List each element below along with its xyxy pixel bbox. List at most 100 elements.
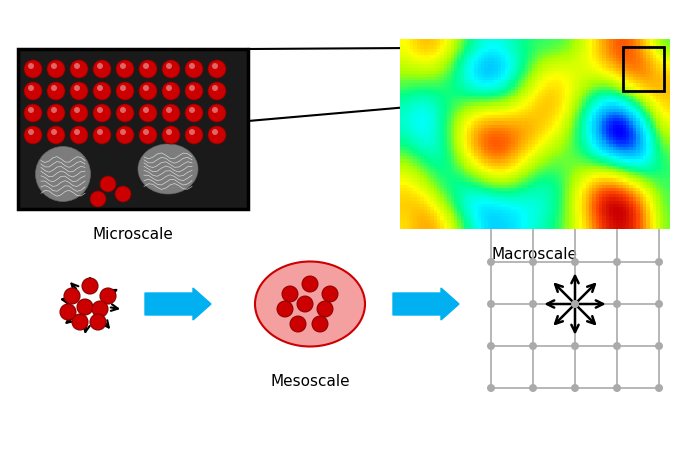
Circle shape — [208, 82, 226, 100]
Circle shape — [317, 301, 333, 317]
Ellipse shape — [35, 146, 90, 202]
Circle shape — [166, 85, 172, 91]
Circle shape — [116, 104, 134, 122]
Circle shape — [487, 216, 495, 224]
Circle shape — [47, 126, 65, 144]
Circle shape — [70, 60, 88, 78]
Ellipse shape — [255, 261, 365, 347]
Circle shape — [487, 384, 495, 392]
Circle shape — [47, 82, 65, 100]
Circle shape — [100, 288, 116, 304]
Bar — [18, 49, 248, 209]
Circle shape — [208, 104, 226, 122]
Circle shape — [571, 258, 579, 266]
Circle shape — [47, 60, 65, 78]
Circle shape — [655, 342, 663, 350]
Circle shape — [116, 126, 134, 144]
Circle shape — [487, 300, 495, 308]
Circle shape — [47, 104, 65, 122]
Circle shape — [208, 60, 226, 78]
Bar — [18, 49, 248, 209]
Circle shape — [185, 82, 203, 100]
Circle shape — [139, 104, 157, 122]
Circle shape — [571, 342, 579, 350]
Circle shape — [70, 82, 88, 100]
Circle shape — [90, 314, 106, 330]
Circle shape — [613, 300, 621, 308]
Circle shape — [529, 342, 537, 350]
Circle shape — [97, 107, 103, 113]
Circle shape — [116, 60, 134, 78]
Circle shape — [51, 63, 57, 69]
Circle shape — [120, 107, 126, 113]
Circle shape — [571, 216, 579, 224]
Circle shape — [189, 63, 195, 69]
Circle shape — [120, 63, 126, 69]
Circle shape — [74, 107, 80, 113]
Circle shape — [613, 384, 621, 392]
Bar — [623, 47, 663, 91]
FancyArrow shape — [145, 288, 211, 320]
Circle shape — [162, 82, 180, 100]
Circle shape — [51, 129, 57, 135]
Circle shape — [143, 129, 149, 135]
Circle shape — [162, 60, 180, 78]
Circle shape — [487, 342, 495, 350]
Text: Macroscale: Macroscale — [492, 247, 578, 262]
Circle shape — [28, 107, 34, 113]
Circle shape — [212, 129, 218, 135]
Circle shape — [143, 85, 149, 91]
Circle shape — [571, 300, 579, 308]
Circle shape — [51, 107, 57, 113]
Circle shape — [100, 176, 116, 192]
Circle shape — [487, 258, 495, 266]
FancyArrow shape — [393, 288, 459, 320]
Circle shape — [297, 296, 313, 312]
Circle shape — [189, 85, 195, 91]
Circle shape — [28, 63, 34, 69]
Circle shape — [189, 107, 195, 113]
Circle shape — [74, 85, 80, 91]
Circle shape — [77, 299, 93, 315]
Circle shape — [529, 300, 537, 308]
Circle shape — [93, 104, 111, 122]
Circle shape — [120, 85, 126, 91]
Circle shape — [70, 104, 88, 122]
Circle shape — [139, 82, 157, 100]
Circle shape — [72, 314, 88, 330]
Circle shape — [613, 258, 621, 266]
Text: Mesoscale: Mesoscale — [270, 374, 350, 389]
Circle shape — [162, 126, 180, 144]
Circle shape — [290, 316, 306, 332]
Circle shape — [189, 129, 195, 135]
Circle shape — [70, 126, 88, 144]
Circle shape — [64, 288, 80, 304]
Circle shape — [529, 216, 537, 224]
Circle shape — [613, 342, 621, 350]
Circle shape — [93, 82, 111, 100]
Circle shape — [115, 186, 131, 202]
Circle shape — [92, 301, 108, 317]
Circle shape — [74, 129, 80, 135]
Circle shape — [322, 286, 338, 302]
Circle shape — [139, 126, 157, 144]
Circle shape — [312, 316, 328, 332]
Text: Microscale: Microscale — [92, 227, 174, 242]
Circle shape — [28, 129, 34, 135]
Circle shape — [93, 60, 111, 78]
Circle shape — [139, 60, 157, 78]
Circle shape — [74, 63, 80, 69]
Circle shape — [162, 104, 180, 122]
Circle shape — [571, 384, 579, 392]
Circle shape — [97, 63, 103, 69]
Circle shape — [529, 384, 537, 392]
Circle shape — [166, 107, 172, 113]
Circle shape — [24, 82, 42, 100]
Circle shape — [655, 384, 663, 392]
Circle shape — [24, 60, 42, 78]
Circle shape — [282, 286, 298, 302]
Circle shape — [655, 258, 663, 266]
Circle shape — [90, 191, 106, 207]
Circle shape — [116, 82, 134, 100]
Circle shape — [166, 129, 172, 135]
